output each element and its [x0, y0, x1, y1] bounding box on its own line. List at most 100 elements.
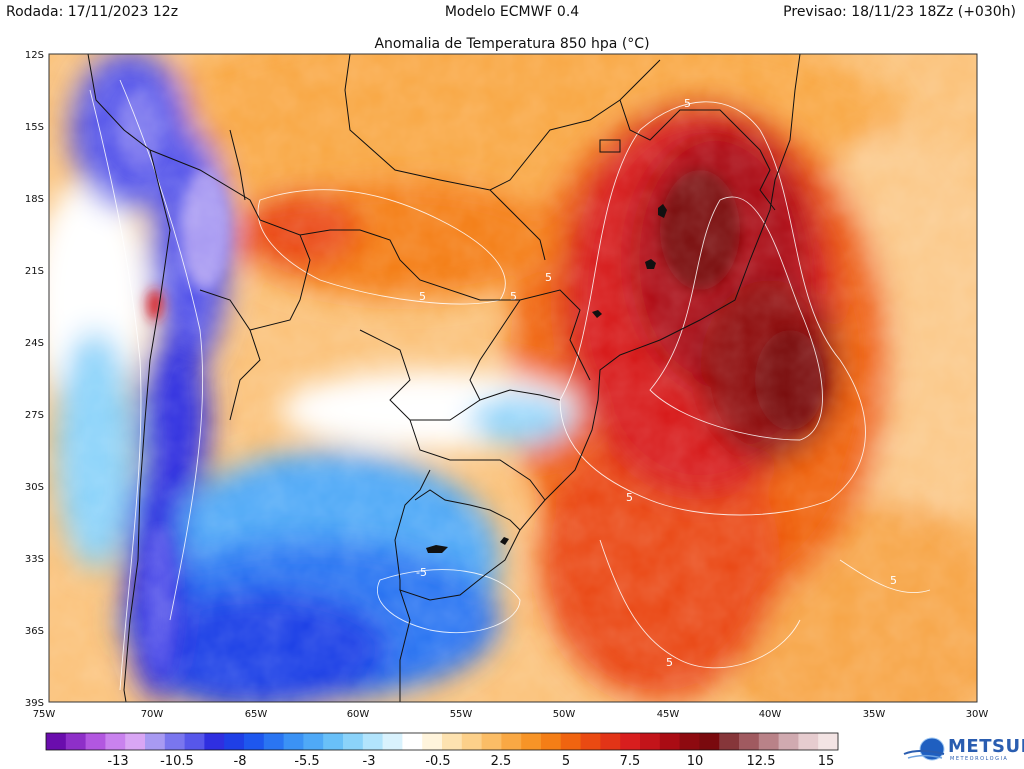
- contour-label: 5: [626, 491, 633, 504]
- contour-lines: [89, 79, 931, 691]
- lat-tick-label: 24S: [25, 338, 44, 349]
- colorbar-swatch: [85, 733, 106, 750]
- anomaly-field: 5 5 5 5 5 5 5 -5: [49, 54, 977, 702]
- colorbar-swatch: [778, 733, 799, 750]
- colorbar-swatch: [164, 733, 185, 750]
- colorbar-swatch: [422, 733, 443, 750]
- colorbar-swatch: [818, 733, 839, 750]
- lon-tick-label: 40W: [759, 709, 782, 720]
- contour-label: 5: [510, 290, 517, 303]
- colorbar-swatch: [758, 733, 779, 750]
- lon-tick-label: 55W: [450, 709, 473, 720]
- colorbar-swatch: [521, 733, 542, 750]
- colorbar-swatch: [382, 733, 403, 750]
- colorbar-label: 7.5: [620, 754, 641, 769]
- lat-tick-label: 33S: [25, 554, 44, 565]
- colorbar-swatch: [560, 733, 581, 750]
- contour-label: 5: [545, 271, 552, 284]
- colorbar-label: -5.5: [294, 754, 319, 769]
- contour-label-group: 5 5 5 5 5 5 5 -5: [416, 97, 897, 669]
- colorbar-swatch: [125, 733, 146, 750]
- colorbar-swatch: [580, 733, 601, 750]
- colorbar-swatch: [600, 733, 621, 750]
- lon-tick-label: 30W: [966, 709, 989, 720]
- colorbar-swatches: [46, 733, 839, 750]
- colorbar-swatch: [739, 733, 760, 750]
- lat-tick-label: 27S: [25, 410, 44, 421]
- colorbar-swatch: [481, 733, 502, 750]
- lon-tick-label: 50W: [553, 709, 576, 720]
- colorbar-swatch: [46, 733, 67, 750]
- lon-axis: 75W 70W 65W 60W 55W 50W 45W 40W 35W 30W: [33, 709, 989, 720]
- colorbar-label: -0.5: [425, 754, 450, 769]
- colorbar-swatch: [719, 733, 740, 750]
- metsul-logo: METSUL METEOROLOGIA: [902, 736, 1024, 766]
- contour-label: 5: [666, 656, 673, 669]
- lat-tick-label: 15S: [25, 122, 44, 133]
- colorbar: -13 -10.5 -8 -5.5 -3 -0.5 2.5 5 7.5 10 1…: [45, 732, 839, 769]
- contour-label: 5: [684, 97, 691, 110]
- colorbar-swatch: [343, 733, 364, 750]
- lat-tick-label: 39S: [25, 698, 44, 709]
- colorbar-swatch: [283, 733, 304, 750]
- contour-label: 5: [419, 290, 426, 303]
- lon-tick-label: 45W: [657, 709, 680, 720]
- lat-tick-label: 18S: [25, 194, 44, 205]
- lat-tick-label: 12S: [25, 50, 44, 61]
- colorbar-labels: -13 -10.5 -8 -5.5 -3 -0.5 2.5 5 7.5 10 1…: [107, 754, 834, 769]
- lon-tick-label: 70W: [141, 709, 164, 720]
- map-title: Anomalia de Temperatura 850 hpa (°C): [374, 36, 650, 52]
- colorbar-label: -3: [363, 754, 376, 769]
- colorbar-swatch: [461, 733, 482, 750]
- colorbar-swatch: [659, 733, 680, 750]
- lon-tick-label: 35W: [863, 709, 886, 720]
- colorbar-label: -13: [107, 754, 128, 769]
- colorbar-swatch: [224, 733, 245, 750]
- colorbar-swatch: [402, 733, 423, 750]
- colorbar-swatch: [65, 733, 86, 750]
- colorbar-swatch: [105, 733, 126, 750]
- colorbar-swatch: [362, 733, 383, 750]
- colorbar-swatch: [145, 733, 166, 750]
- colorbar-swatch: [442, 733, 463, 750]
- lat-tick-label: 30S: [25, 482, 44, 493]
- logo-subtitle: METEOROLOGIA: [950, 756, 1009, 762]
- colorbar-label: 10: [687, 754, 704, 769]
- colorbar-label: 2.5: [491, 754, 512, 769]
- contour-label: -5: [416, 566, 427, 579]
- contour-label: 5: [890, 574, 897, 587]
- coastlines-borders: [87, 54, 801, 702]
- lat-tick-label: 36S: [25, 626, 44, 637]
- colorbar-swatch: [620, 733, 641, 750]
- map-frame: [48, 53, 978, 703]
- globe-icon: [903, 737, 945, 761]
- colorbar-swatch: [204, 733, 225, 750]
- model-label: Modelo ECMWF 0.4: [444, 4, 580, 20]
- lat-axis: 12S 15S 18S 21S 24S 27S 30S 33S 36S 39S: [25, 50, 44, 709]
- run-date-label: Rodada: 17/11/2023 12z: [6, 4, 179, 20]
- lon-tick-label: 65W: [245, 709, 268, 720]
- lon-tick-label: 60W: [347, 709, 370, 720]
- colorbar-swatch: [798, 733, 819, 750]
- colorbar-label: -10.5: [160, 754, 194, 769]
- colorbar-label: 12.5: [747, 754, 776, 769]
- colorbar-frame: [45, 732, 839, 751]
- colorbar-swatch: [640, 733, 661, 750]
- colorbar-swatch: [541, 733, 562, 750]
- colorbar-label: -8: [234, 754, 247, 769]
- colorbar-swatch: [699, 733, 720, 750]
- colorbar-swatch: [501, 733, 522, 750]
- colorbar-swatch: [679, 733, 700, 750]
- colorbar-swatch: [263, 733, 284, 750]
- lon-tick-label: 75W: [33, 709, 56, 720]
- colorbar-label: 5: [562, 754, 570, 769]
- colorbar-label: 15: [818, 754, 835, 769]
- colorbar-swatch: [323, 733, 344, 750]
- colorbar-swatch: [303, 733, 324, 750]
- lakes: [426, 204, 667, 553]
- forecast-date-label: Previsao: 18/11/23 18Zz (+030h): [783, 4, 1016, 20]
- colorbar-swatch: [184, 733, 205, 750]
- logo-wordmark: METSUL: [948, 736, 1024, 757]
- colorbar-swatch: [244, 733, 265, 750]
